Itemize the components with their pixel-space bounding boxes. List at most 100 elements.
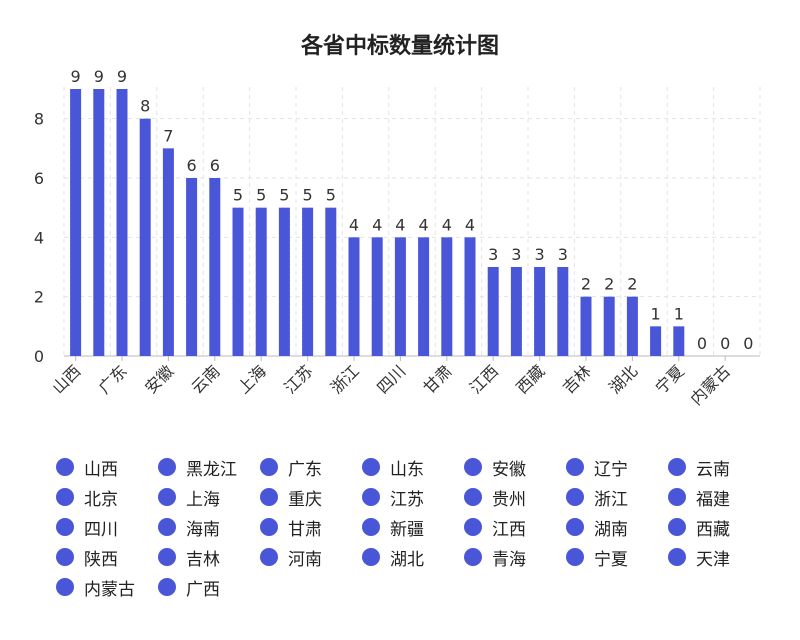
data-label: 0 xyxy=(743,334,753,353)
bar[interactable] xyxy=(626,296,638,356)
data-label: 4 xyxy=(419,215,429,234)
legend-item[interactable]: 湖南 xyxy=(566,512,668,542)
legend-item[interactable]: 四川 xyxy=(56,512,158,542)
legend-item[interactable]: 山西 xyxy=(56,452,158,482)
legend-item[interactable]: 新疆 xyxy=(362,512,464,542)
legend-label: 四川 xyxy=(84,519,118,540)
legend-dot-icon xyxy=(668,458,686,476)
x-tick-label: 江苏 xyxy=(280,361,316,397)
bar[interactable] xyxy=(394,237,406,356)
legend-dot-icon xyxy=(668,548,686,566)
x-tick-label: 山西 xyxy=(48,361,84,397)
legend-label: 山西 xyxy=(84,459,118,480)
bar[interactable] xyxy=(186,178,198,356)
bar[interactable] xyxy=(325,207,337,356)
legend-dot-icon xyxy=(668,488,686,506)
legend-item[interactable]: 浙江 xyxy=(566,482,668,512)
legend-label: 甘肃 xyxy=(288,519,322,540)
data-label: 4 xyxy=(395,215,405,234)
bar[interactable] xyxy=(162,148,174,356)
data-label: 1 xyxy=(651,304,661,323)
legend-label: 重庆 xyxy=(288,489,322,510)
legend-label: 青海 xyxy=(492,549,526,570)
bar[interactable] xyxy=(580,296,592,356)
legend-item[interactable]: 河南 xyxy=(260,542,362,572)
legend-item[interactable]: 上海 xyxy=(158,482,260,512)
legend-item[interactable]: 甘肃 xyxy=(260,512,362,542)
x-tick-label: 江西 xyxy=(466,361,502,397)
data-label: 4 xyxy=(372,215,382,234)
legend-item[interactable]: 江西 xyxy=(464,512,566,542)
legend-label: 海南 xyxy=(186,519,220,540)
bar[interactable] xyxy=(418,237,430,356)
bar[interactable] xyxy=(139,118,151,357)
legend-dot-icon xyxy=(56,548,74,566)
legend-item[interactable]: 贵州 xyxy=(464,482,566,512)
legend-label: 新疆 xyxy=(390,519,424,540)
legend-item[interactable]: 青海 xyxy=(464,542,566,572)
bar[interactable] xyxy=(557,267,569,356)
legend-item[interactable]: 辽宁 xyxy=(566,452,668,482)
bar[interactable] xyxy=(302,207,314,356)
data-label: 2 xyxy=(627,275,637,294)
legend-label: 广西 xyxy=(186,579,220,600)
legend-item[interactable]: 海南 xyxy=(158,512,260,542)
legend-item[interactable]: 天津 xyxy=(668,542,770,572)
data-label: 4 xyxy=(442,215,452,234)
legend-dot-icon xyxy=(56,458,74,476)
bar[interactable] xyxy=(650,326,662,356)
bar[interactable] xyxy=(464,237,476,356)
x-tick-label: 四川 xyxy=(373,361,409,397)
bar[interactable] xyxy=(510,267,522,356)
x-tick-label: 湖北 xyxy=(605,361,641,397)
legend-item[interactable]: 湖北 xyxy=(362,542,464,572)
bar[interactable] xyxy=(603,296,615,356)
legend-label: 河南 xyxy=(288,549,322,570)
x-tick-label: 宁夏 xyxy=(652,361,688,397)
legend-item[interactable]: 安徽 xyxy=(464,452,566,482)
legend-item[interactable]: 陕西 xyxy=(56,542,158,572)
bar[interactable] xyxy=(487,267,499,356)
bar[interactable] xyxy=(673,326,685,356)
legend-item[interactable]: 云南 xyxy=(668,452,770,482)
bar[interactable] xyxy=(116,89,128,356)
legend-label: 内蒙古 xyxy=(84,579,135,600)
bar[interactable] xyxy=(371,237,383,356)
x-tick-label: 吉林 xyxy=(559,361,595,397)
legend-item[interactable]: 重庆 xyxy=(260,482,362,512)
data-label: 8 xyxy=(140,97,150,116)
legend-item[interactable]: 江苏 xyxy=(362,482,464,512)
legend-dot-icon xyxy=(158,458,176,476)
data-label: 2 xyxy=(581,275,591,294)
legend-item[interactable]: 吉林 xyxy=(158,542,260,572)
bar[interactable] xyxy=(348,237,360,356)
data-label: 5 xyxy=(256,186,266,205)
data-label: 3 xyxy=(558,245,568,264)
bar[interactable] xyxy=(255,207,267,356)
bar[interactable] xyxy=(232,207,244,356)
legend-item[interactable]: 内蒙古 xyxy=(56,572,158,602)
legend-item[interactable]: 宁夏 xyxy=(566,542,668,572)
bar[interactable] xyxy=(70,89,82,356)
legend-item[interactable]: 西藏 xyxy=(668,512,770,542)
bar[interactable] xyxy=(534,267,546,356)
y-tick-label: 0 xyxy=(34,347,44,366)
legend-item[interactable]: 广西 xyxy=(158,572,260,602)
legend-label: 西藏 xyxy=(696,519,730,540)
bar[interactable] xyxy=(93,89,105,356)
legend-dot-icon xyxy=(158,518,176,536)
legend-label: 浙江 xyxy=(594,489,628,510)
bar[interactable] xyxy=(209,178,221,356)
legend-item[interactable]: 福建 xyxy=(668,482,770,512)
legend-item[interactable]: 北京 xyxy=(56,482,158,512)
bar[interactable] xyxy=(278,207,290,356)
chart-title: 各省中标数量统计图 xyxy=(300,34,499,59)
legend-item[interactable]: 黑龙江 xyxy=(158,452,260,482)
legend-item[interactable]: 山东 xyxy=(362,452,464,482)
legend-dot-icon xyxy=(362,548,380,566)
legend-label: 广东 xyxy=(288,459,322,480)
legend-item[interactable]: 广东 xyxy=(260,452,362,482)
bar[interactable] xyxy=(441,237,453,356)
legend-label: 湖北 xyxy=(390,549,424,570)
